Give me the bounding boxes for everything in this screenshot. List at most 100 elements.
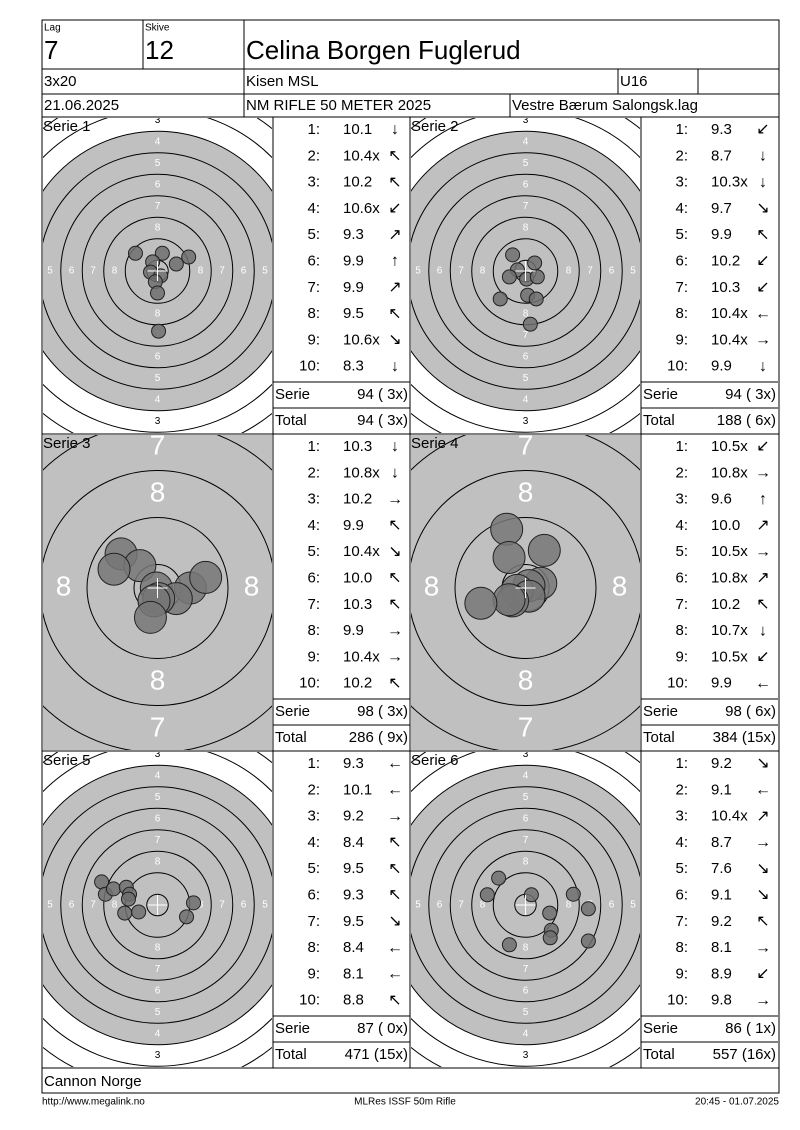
shot-number: 6: xyxy=(675,569,688,586)
shot-score: 10.5x xyxy=(711,543,748,560)
shot-number: 8: xyxy=(675,939,688,956)
shot-direction: ↗ xyxy=(756,570,769,587)
shot-number: 3: xyxy=(675,491,688,508)
shot-direction: ↓ xyxy=(391,121,399,138)
shot-direction: ↙ xyxy=(756,279,769,296)
total-score: 471 (15x) xyxy=(345,1046,408,1063)
shot-hole xyxy=(131,904,147,920)
ring xyxy=(124,238,191,304)
shot-number: 7: xyxy=(675,913,688,930)
ring xyxy=(449,829,602,981)
ring-number: 4 xyxy=(155,395,161,406)
ring-number: 8 xyxy=(244,570,260,601)
ring xyxy=(81,195,234,347)
ring-number: 4 xyxy=(26,900,32,911)
shot-direction: → xyxy=(755,332,771,349)
shot-direction: ← xyxy=(387,782,403,799)
shot-hole xyxy=(117,905,133,921)
shot-direction: ↖ xyxy=(388,517,401,534)
shot-hole xyxy=(542,930,558,946)
ring xyxy=(411,786,640,1024)
shot-hole xyxy=(150,285,165,301)
shot-hole xyxy=(105,881,121,897)
ring xyxy=(428,173,623,369)
serie-score: 86 ( 1x) xyxy=(725,1020,776,1037)
shot-number: 1: xyxy=(307,438,320,455)
shot-number: 8: xyxy=(307,939,320,956)
ring xyxy=(449,195,602,347)
shot-number: 1: xyxy=(307,755,320,772)
total-label: Total xyxy=(275,729,307,746)
shot-score: 10.4x xyxy=(343,543,380,560)
ring-number: 8 xyxy=(523,943,529,954)
shot-direction: ↖ xyxy=(388,675,401,692)
shot-direction: ← xyxy=(755,675,771,692)
shot-score: 9.3 xyxy=(343,226,364,243)
shot-score: 9.2 xyxy=(711,913,732,930)
ring xyxy=(43,470,272,706)
shot-number: 5: xyxy=(675,226,688,243)
shot-number: 3: xyxy=(307,174,320,191)
ring-number: 6 xyxy=(155,986,161,997)
ring-number: 8 xyxy=(480,266,486,277)
ring xyxy=(60,807,255,1003)
ring-number: 5 xyxy=(262,900,268,911)
sponsor: Cannon Norge xyxy=(44,1073,142,1090)
shot-direction: ↓ xyxy=(391,465,399,482)
shot-number: 7: xyxy=(307,913,320,930)
shot-score: 10.4x xyxy=(711,331,748,348)
shot-number: 4: xyxy=(675,517,688,534)
shot-score: 8.7 xyxy=(711,834,732,851)
shot-hole xyxy=(189,560,223,594)
ring xyxy=(43,118,272,433)
ring xyxy=(492,872,559,938)
shot-number: 3: xyxy=(307,491,320,508)
ring-number: 5 xyxy=(283,570,299,601)
serie-score: 94 ( 3x) xyxy=(725,386,776,403)
ring-number: 5 xyxy=(523,158,529,169)
shot-score: 9.1 xyxy=(711,886,732,903)
ring-number: 7 xyxy=(659,570,675,601)
shot-score: 9.5 xyxy=(343,860,364,877)
shot-score: 10.7x xyxy=(711,622,748,639)
shot-hole xyxy=(527,533,561,567)
serie-label: Serie xyxy=(275,1020,310,1037)
shot-number: 7: xyxy=(675,279,688,296)
shot-number: 3: xyxy=(675,808,688,825)
shot-direction: ← xyxy=(387,755,403,772)
shot-direction: ↑ xyxy=(759,491,767,508)
shot-number: 5: xyxy=(675,860,688,877)
ring xyxy=(43,752,272,1067)
ring-number: 4 xyxy=(652,266,658,277)
shot-hole xyxy=(580,933,596,949)
ring-number: 4 xyxy=(523,137,529,148)
shot-hole xyxy=(505,247,521,263)
serie-label: Serie xyxy=(275,703,310,720)
serie-label: Serie xyxy=(643,703,678,720)
ring-number: 4 xyxy=(155,137,161,148)
shot-number: 2: xyxy=(307,464,320,481)
shot-score: 10.3 xyxy=(711,279,740,296)
ring-number: 4 xyxy=(155,771,161,782)
shot-hole xyxy=(492,291,508,307)
skive-label: Skive xyxy=(145,23,170,34)
shot-direction: ↖ xyxy=(388,992,401,1009)
ring-number: 8 xyxy=(523,223,529,234)
ring-number: 5 xyxy=(155,158,161,169)
ring xyxy=(146,893,169,917)
shot-direction: ← xyxy=(755,782,771,799)
ring-number: 8 xyxy=(523,857,529,868)
shot-number: 4: xyxy=(307,200,320,217)
shot-number: 10: xyxy=(299,675,320,692)
shot-direction: ↙ xyxy=(756,966,769,983)
shot-score: 9.9 xyxy=(711,226,732,243)
date: 21.06.2025 xyxy=(44,97,119,114)
shot-number: 8: xyxy=(307,305,320,322)
shot-hole xyxy=(501,269,517,285)
shot-hole xyxy=(181,249,197,265)
ring xyxy=(411,752,640,1067)
ring-number: 4 xyxy=(523,771,529,782)
serie-score: 94 ( 3x) xyxy=(357,386,408,403)
shot-direction: ↓ xyxy=(759,622,767,639)
shot-score: 9.2 xyxy=(711,755,732,772)
